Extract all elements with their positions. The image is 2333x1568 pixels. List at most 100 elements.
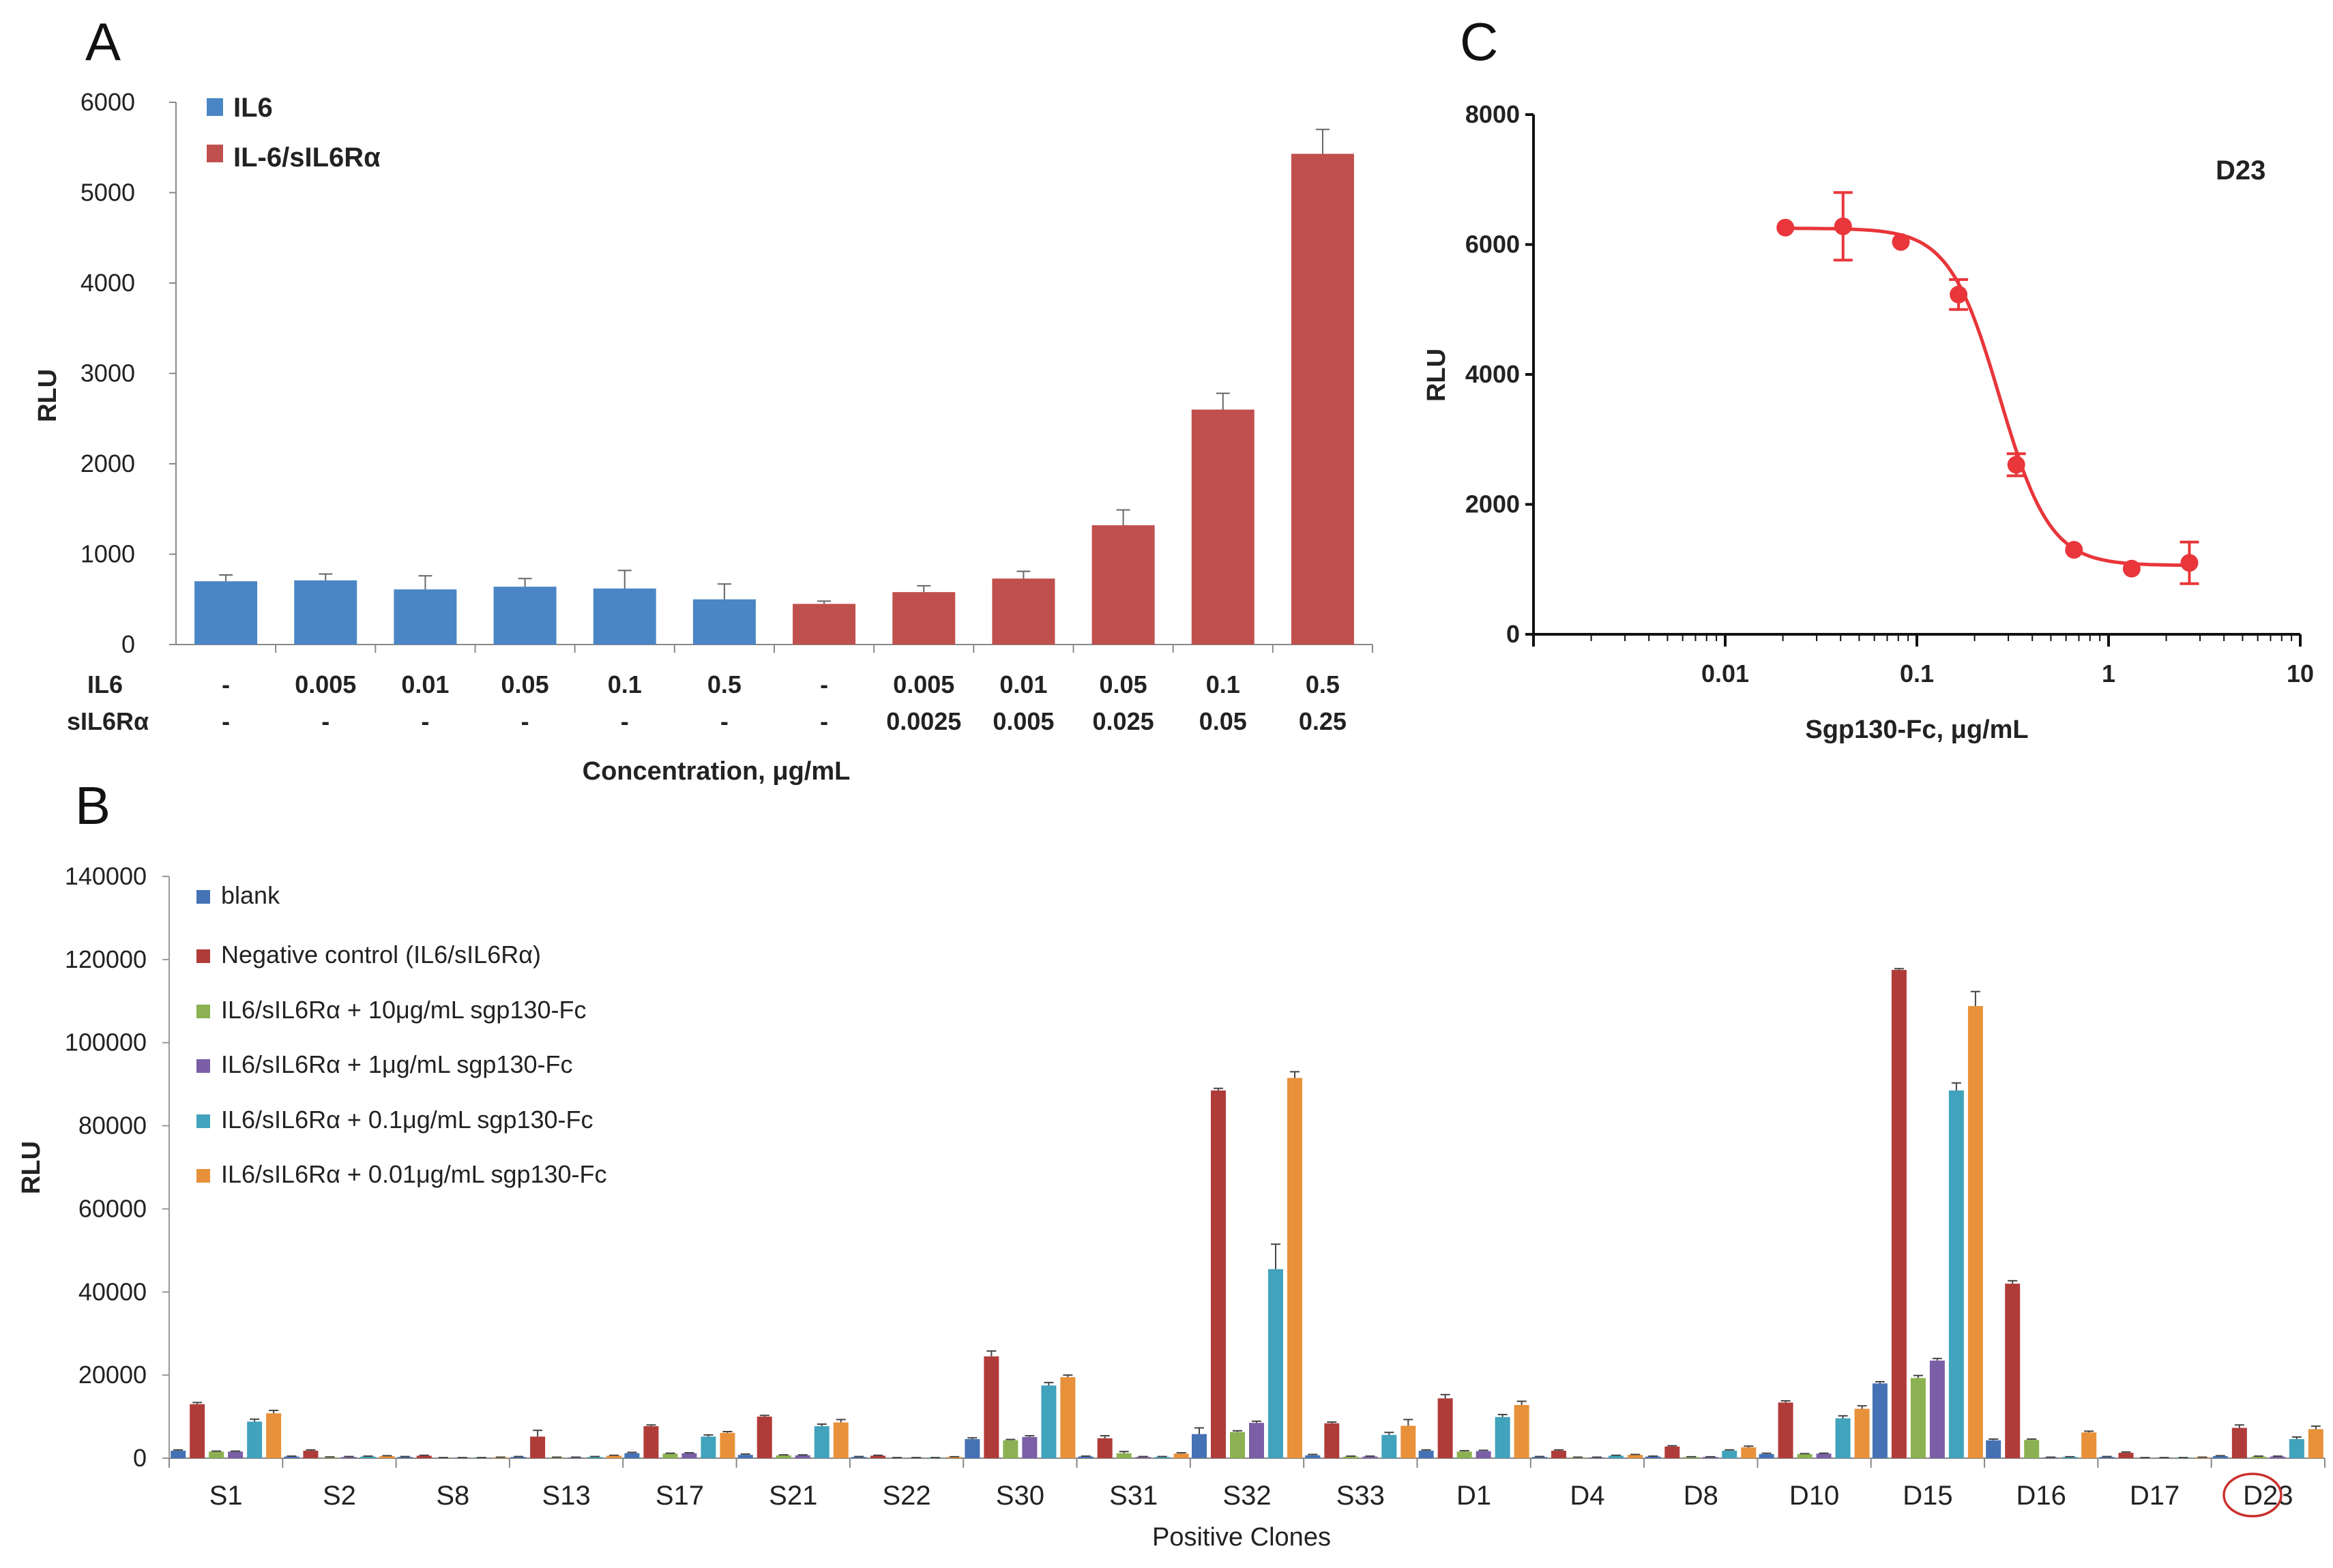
panel-a-y-tick-label: 2000 (80, 449, 135, 477)
panel-b-bar (587, 1457, 603, 1458)
panel-b-bar (1211, 1090, 1226, 1458)
panel-c-data-point (2180, 554, 2199, 572)
panel-b-bar (1929, 1360, 1945, 1458)
panel-b-y-tick-label: 100000 (65, 1029, 147, 1056)
panel-b-bar (284, 1456, 299, 1458)
panel-b-bar (720, 1432, 735, 1458)
panel-b-category-label: S30 (996, 1481, 1044, 1511)
panel-b-bar (1627, 1455, 1643, 1458)
panel-c-x-tick-label: 1 (2102, 660, 2115, 687)
panel-b-category-label: D16 (2016, 1481, 2066, 1511)
panel-b-bar (1986, 1440, 2001, 1458)
panel-b-bar (1003, 1440, 1018, 1458)
panel-b-bar (266, 1413, 282, 1458)
panel-b-bar (1192, 1434, 1207, 1458)
panel-b-bar (1268, 1269, 1283, 1458)
panel-b-chart: B RLU 0 20000 40000 60000 80000 100000 120000 1… (17, 775, 2325, 1552)
panel-a-il6-value: 0.1 (608, 670, 642, 698)
panel-b-legend-label: IL6/sIL6Rα + 10μg/mL sgp130-Fc (221, 996, 587, 1024)
panel-a-concentration-rows: - - 0.005 - 0.01 - 0.05 - 0.1 - 0.5 - - - 0.005 0.0025 0… (222, 670, 1347, 735)
panel-b-bar (833, 1422, 849, 1458)
panel-b-category-label: S1 (209, 1481, 243, 1511)
panel-a-bar (1091, 525, 1155, 645)
panel-b-bar (1741, 1447, 1757, 1458)
panel-b-bar (776, 1455, 791, 1458)
panel-a-il6-value: 0.005 (893, 670, 954, 698)
panel-a-il6-value: 0.05 (501, 670, 549, 698)
panel-b-bar (2212, 1455, 2228, 1458)
panel-b-bar (1854, 1408, 1870, 1458)
panel-b-bar (681, 1453, 697, 1458)
panel-b-bar (1418, 1451, 1434, 1458)
panel-c-x-tick-label: 10 (2287, 660, 2314, 687)
panel-b-bar (1664, 1446, 1680, 1458)
panel-b-y-tick-label: 120000 (65, 945, 147, 973)
panel-b-bar (1173, 1453, 1189, 1458)
panel-a-sil6ra-value: - (222, 707, 230, 735)
panel-b-legend: blank Negative control (IL6/sIL6Rα) IL6/sI… (196, 881, 607, 1188)
panel-a-sil6ra-value: - (421, 707, 429, 735)
panel-b-bar (965, 1438, 980, 1458)
legend-label-il6-sil6ra: IL-6/sIL6Rα (233, 143, 381, 173)
panel-b-bar (379, 1455, 395, 1458)
panel-b-bar (757, 1417, 772, 1458)
panel-a-sil6ra-value: - (521, 707, 529, 735)
panel-b-bar (2081, 1432, 2097, 1458)
panel-b-bar (2250, 1456, 2266, 1458)
panel-c-x-tick-group: 0.01 0.1 1 10 (1532, 634, 2314, 687)
panel-b-bar (1456, 1451, 1472, 1458)
panel-b-legend-swatch (196, 1114, 210, 1128)
panel-b-bar (1135, 1457, 1151, 1458)
panel-a-y-tick-label: 5000 (80, 179, 135, 207)
panel-b-category-label: D23 (2243, 1481, 2293, 1511)
panel-a-bar (692, 599, 756, 645)
panel-b-bar (1703, 1457, 1718, 1458)
panel-b-legend-label: blank (221, 881, 280, 909)
panel-b-legend-swatch (196, 1005, 210, 1018)
panel-b-bar (341, 1457, 357, 1458)
panel-b-category-label: S22 (882, 1481, 930, 1511)
panel-c-x-axis-label: Sgp130-Fc, μg/mL (1805, 715, 2028, 744)
panel-b-legend-label: Negative control (IL6/sIL6Rα) (221, 941, 541, 968)
panel-b-bar (814, 1426, 830, 1458)
panel-a-y-tick-group: 0 1000 2000 3000 4000 5000 6000 (80, 88, 176, 658)
panel-b-bar (1078, 1456, 1094, 1458)
panel-a-bar (194, 581, 258, 645)
panel-b-bar (247, 1421, 263, 1458)
panel-b-bar (190, 1404, 205, 1458)
panel-b-y-axis-label: RLU (17, 1141, 46, 1194)
panel-a-il6-value: 0.5 (1306, 670, 1340, 698)
panel-b-category-label: S17 (656, 1481, 704, 1511)
panel-b-bar (851, 1457, 867, 1458)
panel-b-category-label: S13 (542, 1481, 591, 1511)
legend-label-il6: IL6 (233, 93, 273, 123)
panel-a-sil6ra-value: 0.025 (1093, 707, 1154, 735)
panel-b-category-label: S2 (323, 1481, 356, 1511)
panel-a-chart: A RLU 0 1000 2000 3000 4000 5000 6000 IL6 sIL6… (33, 12, 1373, 786)
panel-a-row-label-sil6ra: sIL6Rα (67, 707, 149, 735)
panel-b-category-label: D10 (1789, 1481, 1839, 1511)
panel-b-bar (947, 1457, 963, 1458)
panel-a-il6-value: 0.05 (1100, 670, 1147, 698)
panel-c-point-group (1776, 191, 2199, 585)
panel-b-bar (795, 1455, 810, 1458)
panel-b-x-tick-group: S1 S2 S8 S13 S17 S21 S22 S30 S31 S32 S33 D1 D4 D8 D10 D… (168, 1458, 2325, 1511)
panel-b-legend-swatch (196, 890, 210, 904)
panel-b-bar (1097, 1438, 1113, 1458)
panel-b-bar (1816, 1453, 1832, 1458)
panel-b-category-label: S8 (436, 1481, 469, 1511)
panel-b-bar (2231, 1428, 2247, 1458)
panel-a-il6-value: - (820, 670, 828, 698)
panel-a-il6-value: 0.01 (401, 670, 449, 698)
panel-c-data-point (2007, 456, 2025, 474)
panel-b-bar (1249, 1423, 1264, 1458)
panel-b-legend-label: IL6/sIL6Rα + 1μg/mL sgp130-Fc (221, 1050, 572, 1078)
panel-b-bar (209, 1451, 224, 1458)
panel-b-y-tick-label: 60000 (78, 1194, 147, 1222)
panel-b-bar (2005, 1284, 2021, 1458)
panel-b-legend-swatch (196, 949, 210, 963)
panel-c-letter: C (1460, 12, 1498, 72)
panel-b-bar (303, 1451, 319, 1458)
panel-a-sil6ra-value: 0.005 (993, 707, 1054, 735)
